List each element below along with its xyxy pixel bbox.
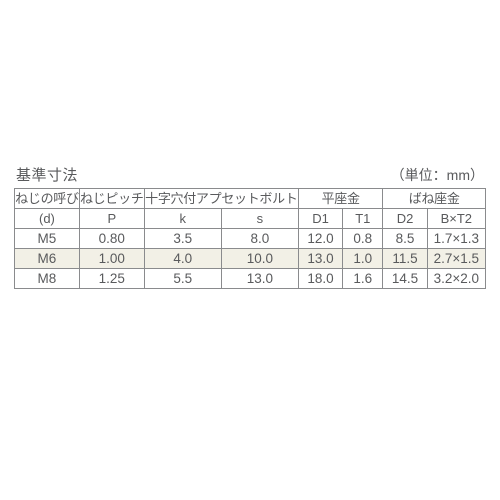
col-p-header-2: P: [79, 209, 144, 229]
cell-d: M8: [15, 269, 80, 289]
cell-p: 1.25: [79, 269, 144, 289]
col-spring-header: ばね座金: [383, 189, 486, 209]
cell-d1: 12.0: [298, 229, 342, 249]
cell-t1: 1.6: [343, 269, 383, 289]
cell-s: 8.0: [221, 229, 298, 249]
col-d2-header: D2: [383, 209, 427, 229]
cell-bt: 2.7×1.5: [427, 249, 485, 269]
col-p-header-1: ねじピッチ: [79, 189, 144, 209]
cell-p: 0.80: [79, 229, 144, 249]
header-row-2: (d) P k s D1 T1 D2 B×T2: [15, 209, 486, 229]
dimensions-header: 基準寸法 （単位：mm）: [16, 164, 484, 185]
cell-bt: 1.7×1.3: [427, 229, 485, 249]
table-row: M6 1.00 4.0 10.0 13.0 1.0 11.5 2.7×1.5: [15, 249, 486, 269]
cell-bt: 3.2×2.0: [427, 269, 485, 289]
cell-d2: 8.5: [383, 229, 427, 249]
cell-s: 10.0: [221, 249, 298, 269]
cell-d: M6: [15, 249, 80, 269]
cell-k: 4.0: [144, 249, 221, 269]
cell-k: 3.5: [144, 229, 221, 249]
col-t1-header: T1: [343, 209, 383, 229]
cell-d2: 11.5: [383, 249, 427, 269]
cell-d1: 13.0: [298, 249, 342, 269]
col-s-header: s: [221, 209, 298, 229]
col-d-header-2: (d): [15, 209, 80, 229]
cell-s: 13.0: [221, 269, 298, 289]
col-d-header-1: ねじの呼び: [15, 189, 80, 209]
unit-label: （単位：mm）: [391, 165, 484, 185]
cell-d: M5: [15, 229, 80, 249]
table-row: M5 0.80 3.5 8.0 12.0 0.8 8.5 1.7×1.3: [15, 229, 486, 249]
col-d1-header: D1: [298, 209, 342, 229]
col-upset-header: 十字穴付アプセットボルト: [144, 189, 298, 209]
cell-t1: 0.8: [343, 229, 383, 249]
col-flat-header: 平座金: [298, 189, 382, 209]
col-k-header: k: [144, 209, 221, 229]
header-row-1: ねじの呼び ねじピッチ 十字穴付アプセットボルト 平座金 ばね座金: [15, 189, 486, 209]
cell-k: 5.5: [144, 269, 221, 289]
cell-d2: 14.5: [383, 269, 427, 289]
col-bt-header: B×T2: [427, 209, 485, 229]
cell-d1: 18.0: [298, 269, 342, 289]
cell-t1: 1.0: [343, 249, 383, 269]
table-row: M8 1.25 5.5 13.0 18.0 1.6 14.5 3.2×2.0: [15, 269, 486, 289]
dimensions-table: ねじの呼び ねじピッチ 十字穴付アプセットボルト 平座金 ばね座金 (d) P …: [14, 188, 486, 289]
cell-p: 1.00: [79, 249, 144, 269]
table-title: 基準寸法: [16, 164, 78, 185]
